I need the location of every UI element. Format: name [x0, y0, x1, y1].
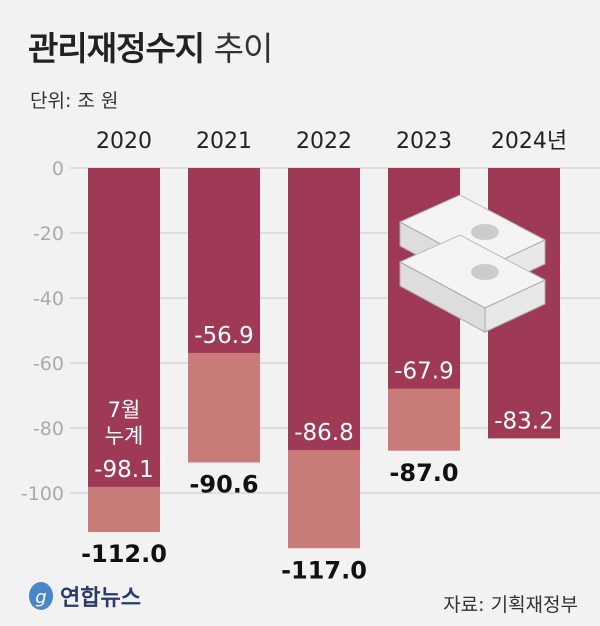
x-tick-label: 2024년	[491, 129, 567, 154]
value-label-year: -112.0	[81, 540, 167, 568]
money-icon	[484, 279, 546, 333]
title-bold: 관리재정수지	[28, 29, 205, 68]
x-tick-label: 2021	[196, 129, 252, 154]
value-label-july: -86.8	[294, 420, 354, 446]
value-label-year: -117.0	[281, 556, 367, 584]
x-tick-label: 2022	[296, 129, 352, 154]
value-label-july: -83.2	[494, 408, 554, 434]
x-tick-label: 2023	[396, 129, 452, 154]
value-label-year: -87.0	[389, 459, 458, 487]
unit-label: 단위: 조 원	[30, 90, 119, 112]
value-label-july: -98.1	[94, 457, 154, 483]
logo-icon: g	[29, 582, 53, 610]
money-icon	[471, 264, 499, 280]
yonhap-logo: g 연합뉴스	[26, 580, 141, 612]
legend-label: 7월	[108, 398, 141, 422]
title-light: 추이	[213, 29, 274, 68]
y-tick-label: -80	[33, 418, 64, 440]
value-label-year: -90.6	[189, 470, 258, 498]
value-label-july: -56.9	[194, 323, 254, 349]
logo-text: 연합뉴스	[60, 586, 141, 611]
y-tick-label: -20	[33, 223, 64, 245]
money-icon	[471, 224, 499, 240]
legend-label: 누계	[105, 424, 144, 448]
bar-july	[288, 168, 360, 451]
y-tick-label: -40	[33, 288, 64, 310]
y-tick-label: -100	[21, 483, 64, 505]
source-label: 자료: 기획재정부	[443, 594, 578, 616]
y-tick-label: 0	[52, 158, 64, 180]
svg-text:g: g	[35, 587, 46, 608]
x-tick-label: 2020	[96, 129, 152, 154]
chart-title: 관리재정수지 추이	[28, 22, 274, 70]
bar-july	[88, 168, 160, 487]
bar-july	[188, 168, 260, 353]
value-label-july: -67.9	[394, 359, 454, 385]
y-tick-label: -60	[33, 353, 64, 375]
